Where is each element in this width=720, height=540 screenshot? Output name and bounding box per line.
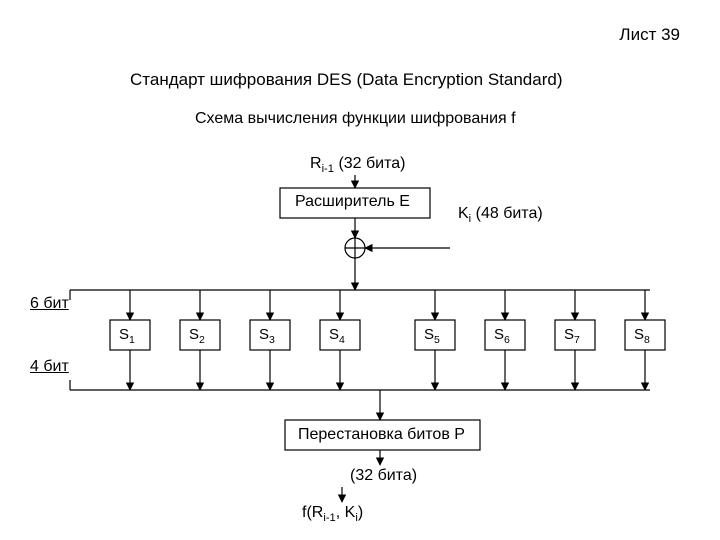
sbox-label-1: S1 <box>119 326 135 346</box>
permutation-label: Перестановка битов Р <box>298 426 465 444</box>
bits4-label: 4 бит <box>30 358 69 376</box>
bits32-label: (32 бита) <box>350 467 417 485</box>
f-output-label: f(Ri-1, Ki) <box>302 504 363 524</box>
sbox-label-6: S6 <box>494 326 510 346</box>
page-subtitle: Схема вычисления функции шифрования f <box>195 110 516 128</box>
sbox-label-8: S8 <box>634 326 650 346</box>
sbox-label-3: S3 <box>259 326 275 346</box>
sbox-label-5: S5 <box>424 326 440 346</box>
sbox-label-7: S7 <box>564 326 580 346</box>
r-input-label: Ri-1 (32 бита) <box>310 155 406 175</box>
page-title: Стандарт шифрования DES (Data Encryption… <box>130 70 563 90</box>
diagram-page: Лист 39 Стандарт шифрования DES (Data En… <box>0 0 720 540</box>
bits6-label: 6 бит <box>30 295 69 313</box>
sheet-label: Лист 39 <box>619 25 680 45</box>
sbox-label-2: S2 <box>189 326 205 346</box>
key-label: Ki (48 бита) <box>458 205 543 225</box>
sbox-label-4: S4 <box>329 326 345 346</box>
expander-label: Расширитель Е <box>295 193 410 211</box>
